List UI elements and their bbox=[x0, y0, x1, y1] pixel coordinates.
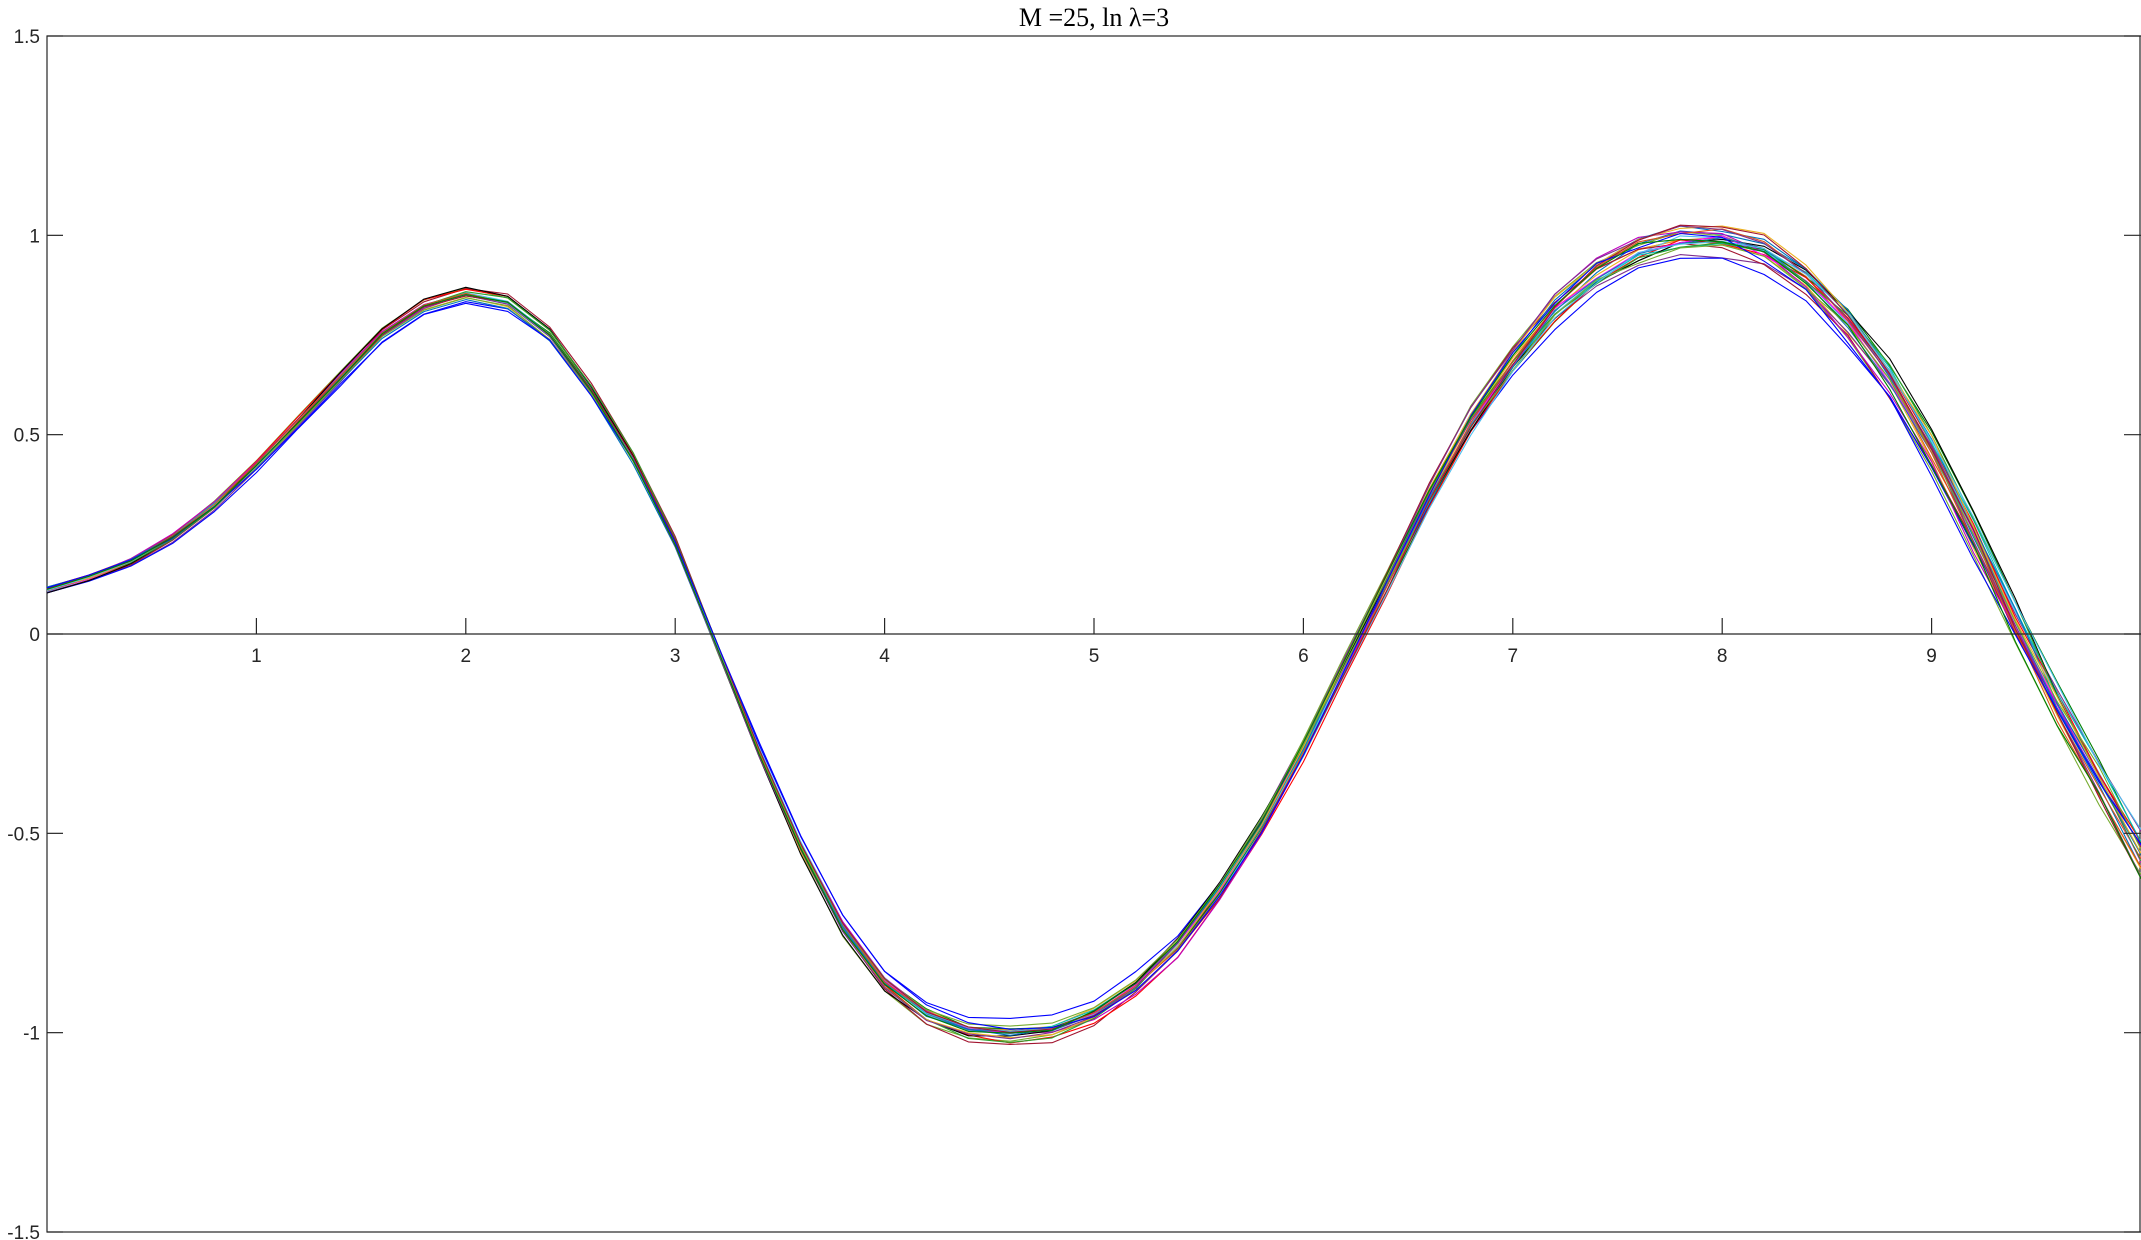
y-tick-label: -1.5 bbox=[7, 1223, 40, 1240]
x-tick-label: 7 bbox=[1508, 646, 1519, 667]
chart-title: M =25, ln λ=3 bbox=[1019, 3, 1169, 32]
series-line bbox=[46, 254, 2141, 1034]
series-line bbox=[46, 257, 2141, 1019]
x-tick-label: 1 bbox=[251, 646, 262, 667]
x-tick-label: 8 bbox=[1717, 646, 1728, 667]
x-tick-label: 2 bbox=[461, 646, 472, 667]
y-tick-label: 0.5 bbox=[14, 426, 40, 447]
series-line bbox=[46, 231, 2141, 1033]
series-line bbox=[46, 238, 2141, 1034]
series-line bbox=[46, 242, 2141, 1045]
y-tick-label: -0.5 bbox=[7, 824, 40, 845]
x-tick-label: 3 bbox=[670, 646, 681, 667]
x-tick-label: 6 bbox=[1298, 646, 1309, 667]
y-tick-label: 1 bbox=[29, 226, 40, 247]
series-line bbox=[46, 242, 2141, 1034]
series-group bbox=[46, 224, 2141, 1045]
x-tick-label: 4 bbox=[879, 646, 890, 667]
y-tick-label: -1 bbox=[23, 1024, 40, 1045]
x-tick-label: 9 bbox=[1926, 646, 1937, 667]
series-line bbox=[46, 224, 2141, 1033]
series-line bbox=[46, 232, 2141, 1030]
series-line bbox=[46, 244, 2141, 1027]
y-tick-label: 1.5 bbox=[14, 27, 40, 48]
x-tick-label: 5 bbox=[1089, 646, 1100, 667]
axes-group: 1 2 3 4 5 6 7 8 9 1.5 1 0.5 0 -0.5 -1 -1.5 bbox=[7, 27, 2141, 1240]
y-tick-label: 0 bbox=[29, 625, 40, 646]
